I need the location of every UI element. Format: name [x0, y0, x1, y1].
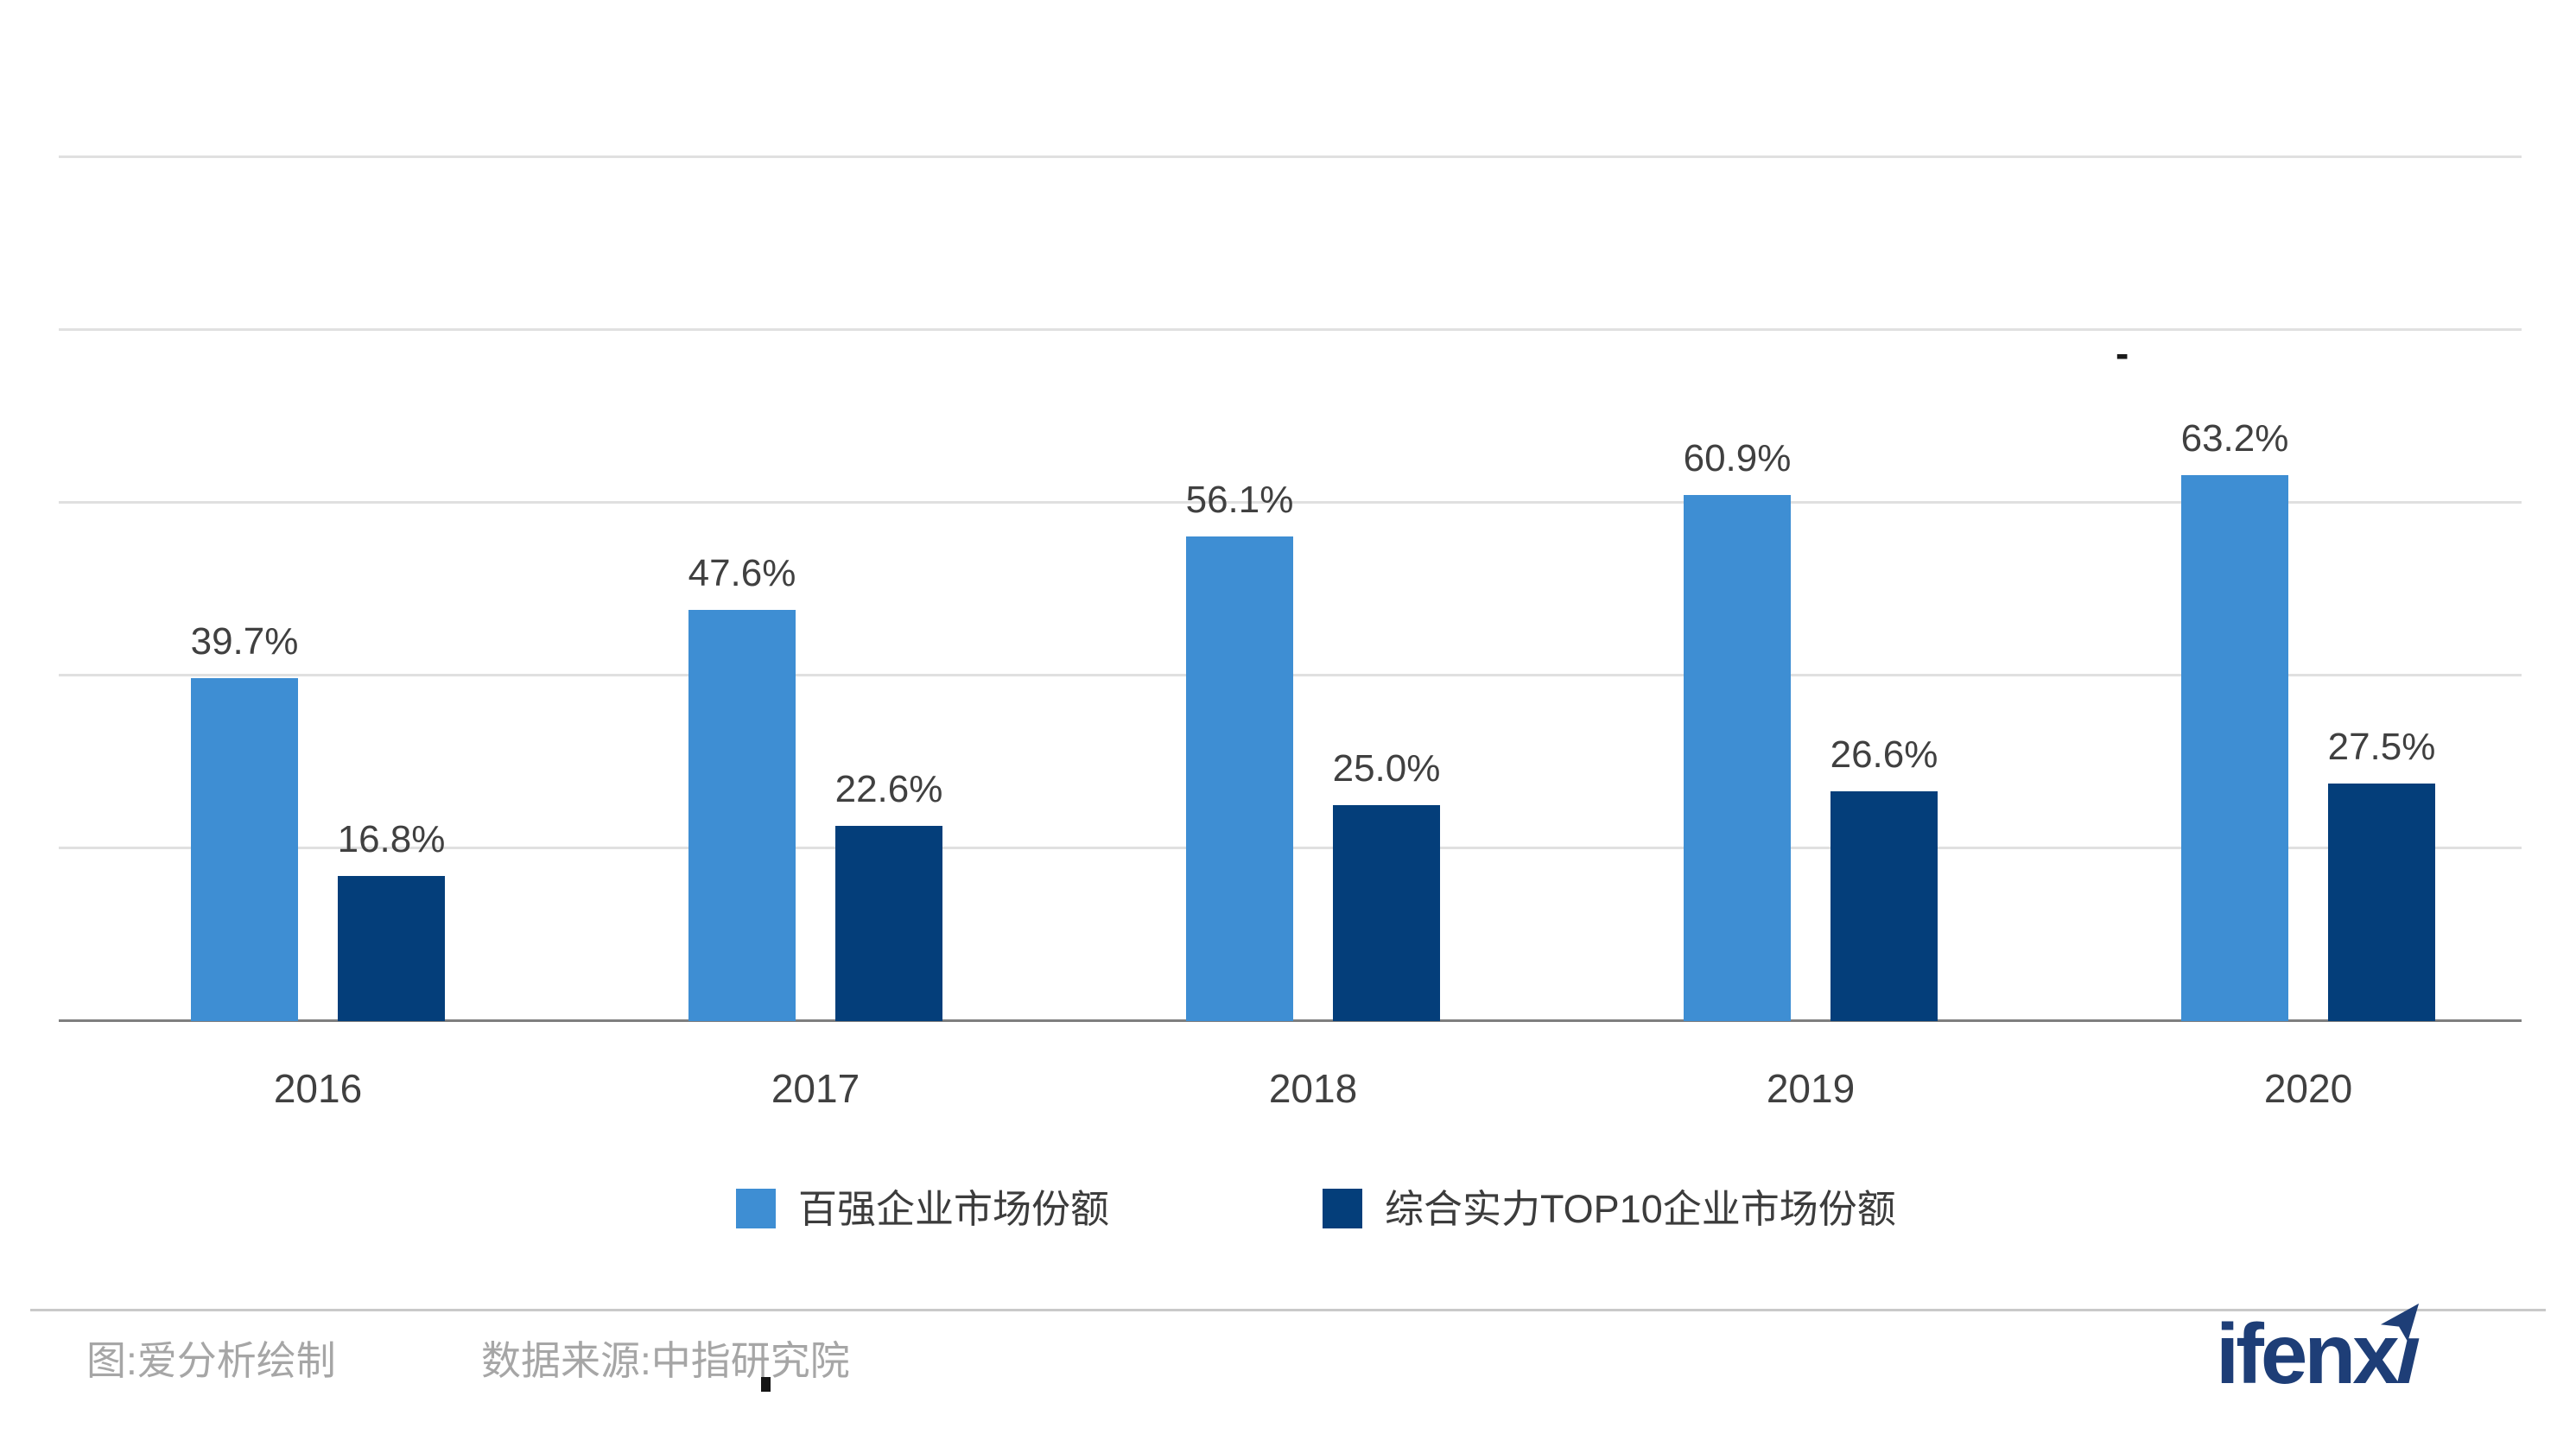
bar-2016-series1 — [338, 876, 445, 1021]
bar-2017-series0 — [688, 610, 796, 1021]
gridline-60 — [59, 501, 2522, 504]
value-label-2016-series0: 39.7% — [190, 620, 299, 663]
value-label-2019-series1: 26.6% — [1830, 733, 1938, 776]
logo-text: ifenx — [2216, 1306, 2400, 1401]
bar-2019-series1 — [1830, 791, 1938, 1021]
legend-label: 百强企业市场份额 — [798, 1186, 1110, 1231]
ifenxi-logo: ifenxı — [2216, 1303, 2433, 1401]
value-label-2017-series1: 22.6% — [834, 768, 943, 810]
value-label-2020-series0: 63.2% — [2180, 417, 2289, 460]
legend-swatch-icon — [736, 1189, 776, 1228]
legend-label: 综合实力TOP10企业市场份额 — [1385, 1186, 1896, 1231]
bar-2018-series1 — [1333, 805, 1440, 1021]
value-label-2018-series1: 25.0% — [1332, 747, 1441, 790]
legend: 百强企业市场份额 综合实力TOP10企业市场份额 — [0, 1187, 2576, 1232]
x-tick-2016: 2016 — [273, 1066, 363, 1111]
value-label-2017-series0: 47.6% — [688, 552, 796, 594]
x-tick-2017: 2017 — [771, 1066, 860, 1111]
bar-2016-series0 — [191, 678, 298, 1021]
footer-credit: 图:爱分析绘制 — [86, 1338, 336, 1383]
value-label-2016-series1: 16.8% — [337, 818, 446, 860]
footer-source: 数据来源:中指研究院 — [481, 1338, 850, 1383]
plot-area: 39.7% 16.8% 2016 47.6% 22.6% 2017 56.1% 25.0% 20… — [59, 155, 2522, 1108]
legend-item-0: 百强企业市场份额 — [736, 1187, 1109, 1230]
bar-2017-series1 — [835, 826, 942, 1021]
value-label-2019-series0: 60.9% — [1683, 437, 1792, 479]
value-label-2018-series0: 56.1% — [1185, 479, 1294, 521]
logo-arrow-icon — [2380, 1303, 2420, 1342]
bar-2019-series0 — [1684, 495, 1791, 1021]
gridline-100 — [59, 155, 2522, 158]
legend-swatch-icon — [1323, 1189, 1362, 1228]
legend-item-1: 综合实力TOP10企业市场份额 — [1323, 1187, 1896, 1230]
x-tick-2019: 2019 — [1766, 1066, 1856, 1111]
bar-2020-series1 — [2328, 784, 2435, 1021]
stray-dot-mark — [761, 1377, 771, 1392]
footer-divider — [30, 1309, 2546, 1311]
gridline-80 — [59, 328, 2522, 331]
bar-2020-series0 — [2181, 475, 2288, 1021]
value-label-2020-series1: 27.5% — [2327, 726, 2436, 768]
stray-dash-mark: - — [2116, 331, 2129, 376]
x-tick-2018: 2018 — [1268, 1066, 1358, 1111]
bar-2018-series0 — [1186, 536, 1293, 1021]
x-tick-2020: 2020 — [2263, 1066, 2353, 1111]
